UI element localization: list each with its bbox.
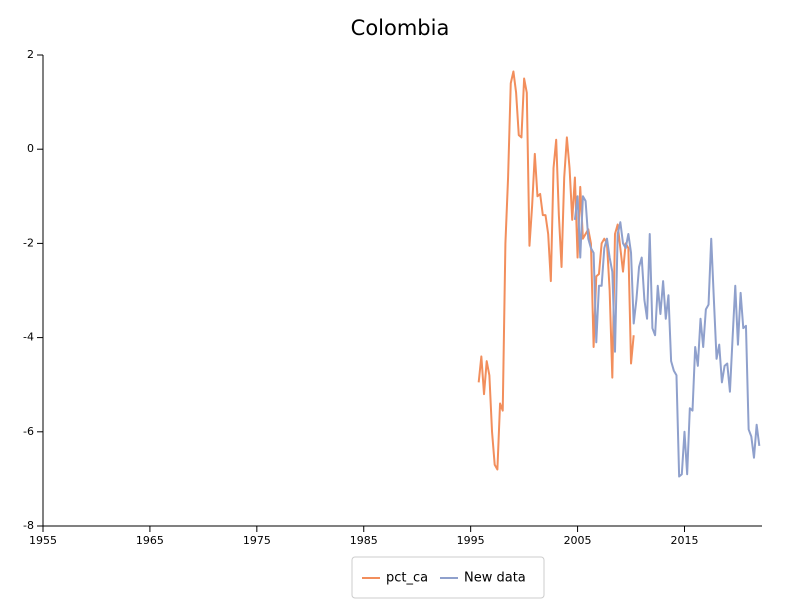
x-tick-label: 1995 — [457, 534, 485, 547]
y-tick-label: -2 — [23, 236, 34, 249]
x-tick-label: 1955 — [29, 534, 57, 547]
y-tick-label: -4 — [23, 331, 34, 344]
y-tick-label: -6 — [23, 425, 34, 438]
y-tick-label: -8 — [23, 519, 34, 532]
x-tick-label: 1965 — [136, 534, 164, 547]
x-tick-label: 2005 — [564, 534, 592, 547]
x-tick-label: 1985 — [350, 534, 378, 547]
x-tick-label: 1975 — [243, 534, 271, 547]
line — [477, 70, 635, 471]
y-tick-label: 2 — [27, 48, 34, 61]
line — [573, 195, 761, 478]
legend-label: New data — [464, 571, 526, 586]
chart-title: Colombia — [351, 16, 450, 40]
legend-label: pct_ca — [386, 571, 428, 586]
x-tick-label: 2015 — [670, 534, 698, 547]
y-tick-label: 0 — [27, 142, 34, 155]
